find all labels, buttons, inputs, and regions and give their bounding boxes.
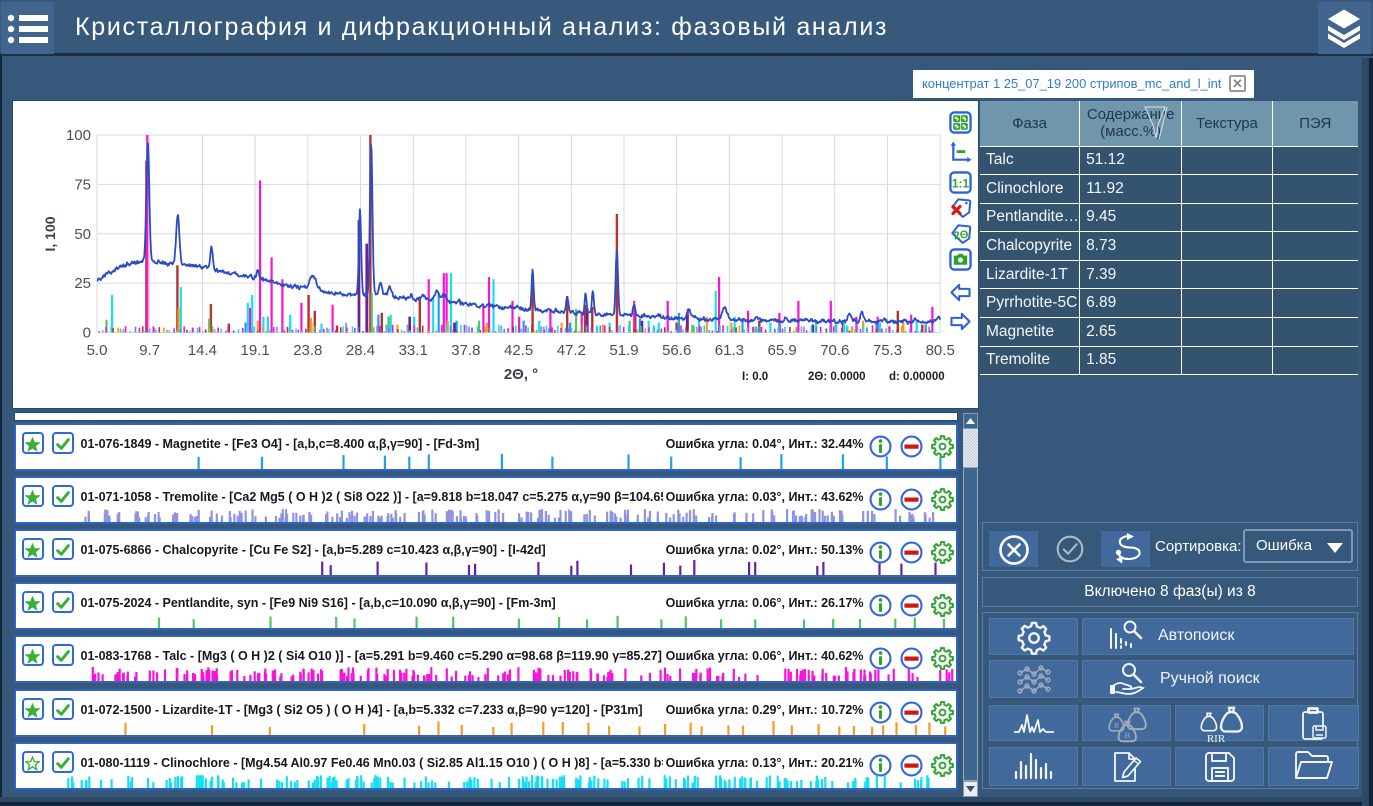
svg-text:25: 25 xyxy=(74,275,91,292)
svg-text:B: B xyxy=(1114,721,1119,730)
svg-text:19.1: 19.1 xyxy=(240,342,269,359)
svg-text:28.4: 28.4 xyxy=(345,342,374,359)
svg-text:65.9: 65.9 xyxy=(767,342,796,359)
svg-text:100: 100 xyxy=(65,127,90,144)
svg-text:2Θ: 2Θ xyxy=(953,229,970,243)
svg-text:5.0: 5.0 xyxy=(86,342,107,359)
svg-text:70.6: 70.6 xyxy=(820,342,849,359)
svg-text:33.1: 33.1 xyxy=(398,342,427,359)
svg-text:9.7: 9.7 xyxy=(139,342,160,359)
svg-text:I, 100: I, 100 xyxy=(42,216,58,251)
svg-text:47.2: 47.2 xyxy=(556,342,585,359)
svg-text:37.8: 37.8 xyxy=(451,342,480,359)
svg-text:B: B xyxy=(1124,730,1130,740)
svg-text:2Θ, °: 2Θ, ° xyxy=(503,366,537,383)
svg-text:61.3: 61.3 xyxy=(714,342,743,359)
svg-text:I: 0.0: I: 0.0 xyxy=(742,371,768,383)
svg-text:51.9: 51.9 xyxy=(609,342,638,359)
svg-text:1:1: 1:1 xyxy=(951,176,969,190)
svg-text:80.5: 80.5 xyxy=(925,342,954,359)
svg-text:2Θ: 0.0000: 2Θ: 0.0000 xyxy=(808,371,866,383)
svg-text:75: 75 xyxy=(74,176,91,193)
svg-text:d: 0.00000: d: 0.00000 xyxy=(889,371,945,383)
svg-text:75.3: 75.3 xyxy=(872,342,901,359)
svg-text:RIR: RIR xyxy=(1206,733,1225,745)
svg-text:42.5: 42.5 xyxy=(503,342,532,359)
svg-text:23.8: 23.8 xyxy=(293,342,322,359)
svg-text:0: 0 xyxy=(82,325,90,342)
svg-text:50: 50 xyxy=(74,226,91,243)
svg-text:56.6: 56.6 xyxy=(662,342,691,359)
svg-text:14.4: 14.4 xyxy=(187,342,216,359)
